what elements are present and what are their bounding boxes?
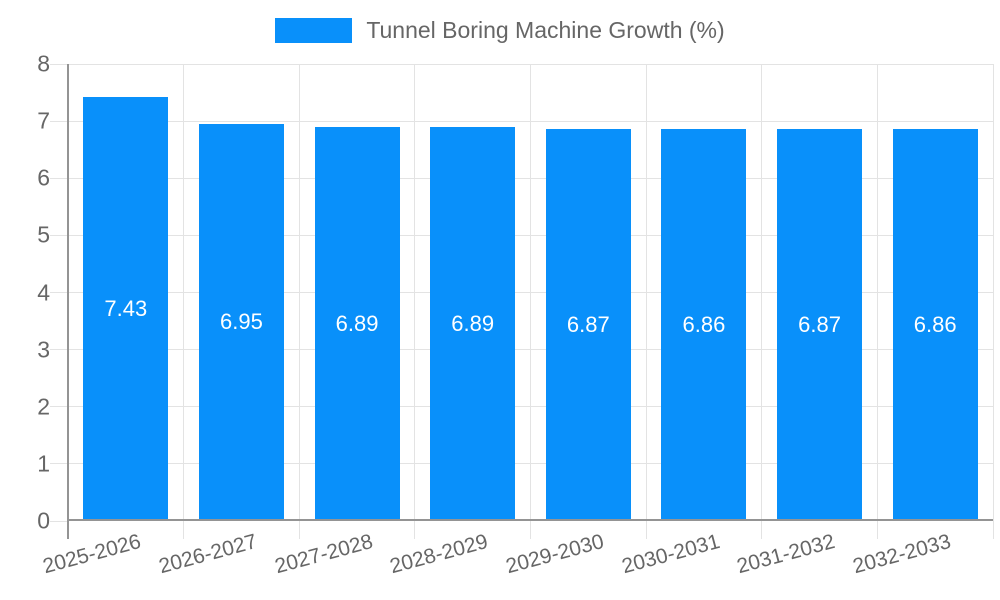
bar[interactable]	[892, 129, 978, 519]
y-tick-label: 6	[37, 164, 50, 191]
plot-area: 7.43 6.95 6.89 6.89 6.87 6.86 6.87 6.86	[50, 63, 994, 539]
bar-value-label: 7.43	[104, 295, 148, 321]
x-tick-label: 2030-2031	[618, 530, 722, 579]
bar[interactable]	[661, 129, 747, 519]
x-tick-label: 2032-2033	[850, 530, 954, 579]
x-gridline	[183, 64, 185, 539]
bar-value-label: 6.95	[220, 309, 263, 335]
x-tick-label: 2028-2029	[387, 530, 491, 579]
x-gridline	[530, 64, 531, 539]
x-gridline	[414, 64, 416, 539]
bar[interactable]	[83, 96, 169, 519]
x-tick-label: 2026-2027	[156, 530, 260, 579]
x-tick-label: 2027-2028	[272, 530, 376, 579]
y-gridline	[50, 520, 68, 522]
bar-value-label: 6.89	[451, 311, 495, 337]
y-tick-label: 4	[37, 279, 50, 305]
legend-label: Tunnel Boring Machine Growth (%)	[366, 16, 725, 43]
bar[interactable]	[314, 127, 400, 519]
y-gridline	[50, 63, 993, 65]
y-gridline	[50, 177, 993, 179]
y-gridline	[50, 406, 993, 408]
x-gridline	[298, 64, 300, 539]
y-tick-label: 2	[37, 393, 50, 420]
x-gridline	[645, 64, 647, 539]
x-tick-label: 2029-2030	[503, 530, 607, 579]
bar-value-label: 6.86	[913, 312, 957, 338]
y-tick-label: 1	[37, 450, 50, 477]
y-tick-label: 7	[37, 107, 50, 134]
bar-value-label: 6.87	[798, 311, 841, 337]
y-gridline	[50, 120, 993, 122]
x-tick-label: 2031-2032	[734, 530, 838, 579]
x-axis-line	[68, 519, 993, 521]
y-tick-label: 8	[37, 50, 50, 77]
y-gridline	[50, 463, 993, 465]
legend[interactable]: Tunnel Boring Machine Growth (%)	[0, 15, 1000, 45]
y-gridline	[50, 292, 993, 293]
y-tick-label: 0	[37, 507, 50, 534]
bar-value-label: 6.89	[335, 311, 379, 337]
x-gridline	[992, 64, 994, 539]
bar[interactable]	[430, 127, 516, 519]
legend-swatch-icon	[275, 17, 353, 43]
bar-value-label: 6.86	[682, 312, 726, 338]
x-axis-labels: 2025-2026 2026-2027 2027-2028 2028-2029 2029…	[41, 530, 993, 600]
bar[interactable]	[777, 128, 863, 519]
y-tick-label: 5	[37, 221, 50, 248]
bar[interactable]	[545, 128, 631, 519]
y-gridline	[50, 349, 993, 351]
y-tick-label: 3	[37, 336, 50, 363]
bar[interactable]	[198, 123, 284, 519]
x-tick-label: 2025-2026	[40, 530, 144, 579]
y-gridline	[50, 234, 993, 236]
bar-value-label: 6.87	[566, 311, 610, 337]
y-axis-line	[67, 64, 69, 539]
x-gridline	[876, 64, 878, 539]
y-axis-labels: 0 1 2 3 4 5 6 7 8	[0, 52, 50, 532]
x-gridline	[761, 64, 763, 539]
